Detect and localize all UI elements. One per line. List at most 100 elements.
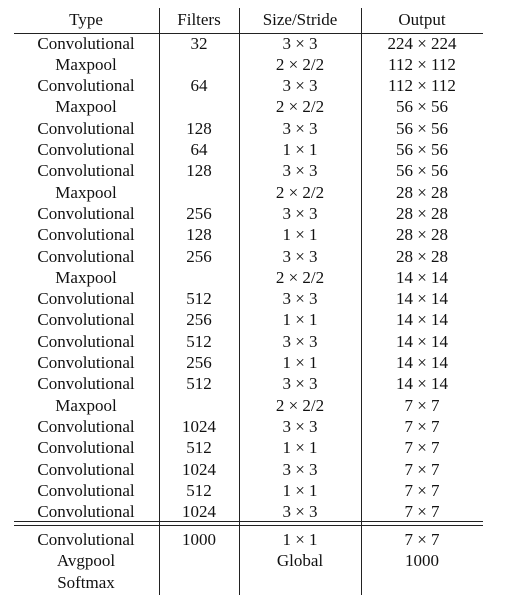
cell-type: Convolutional [37,76,135,96]
cell-size-stride: 1 × 1 [282,530,318,549]
cell-size-stride: 2 × 2/2 [275,97,325,117]
cell-size-stride: 3 × 3 [282,416,318,436]
cell-filters: 1024 [182,502,216,522]
cell-size-stride: 2 × 2/2 [275,395,325,415]
cell-filters: 32 [190,33,208,53]
cell-output: 7 × 7 [404,459,440,479]
cell-type: Convolutional [37,161,135,181]
cell-output: 14 × 14 [395,374,449,394]
cell-filters: 256 [186,246,212,266]
cell-size-stride: 3 × 3 [282,246,318,266]
header-rule [14,32,483,34]
cell-type: Convolutional [37,33,135,53]
cell-size-stride: 2 × 2/2 [275,182,325,202]
cell-type: Convolutional [37,331,135,351]
cell-filters: 512 [186,480,212,500]
cell-output: 56 × 56 [395,118,449,138]
cell-filters: 1024 [182,416,216,436]
cell-type: Convolutional [37,246,135,266]
section-rule-top [14,521,483,523]
cell-filters: 256 [186,203,212,223]
cell-filters [160,183,238,203]
cell-type: Convolutional [37,459,135,479]
cell-filters: 64 [190,76,208,96]
cell-output: 14 × 14 [395,331,449,351]
cell-filters: 512 [186,438,212,458]
cell-type: Convolutional [37,502,135,522]
cell-type: Convolutional [37,530,135,549]
cell-filters [160,268,238,288]
cell-type: Convolutional [37,118,135,138]
cell-filters [160,55,238,75]
cell-size-stride: 1 × 1 [282,140,318,159]
cell-type: Convolutional [37,140,135,159]
cell-size-stride: 3 × 3 [282,118,318,138]
cell-filters: 1024 [182,459,216,479]
cell-size-stride: 3 × 3 [282,33,318,53]
cell-filters: 512 [186,331,212,351]
cell-type: Convolutional [37,225,135,245]
cell-type: Softmax [57,572,115,592]
cell-filters: 256 [186,310,212,330]
cell-output: 28 × 28 [395,246,449,266]
column-divider [159,8,161,595]
cell-output: 7 × 7 [404,395,440,415]
cell-filters [160,551,238,571]
cell-type: Convolutional [37,203,135,223]
cell-type: Convolutional [37,310,135,330]
cell-size-stride: 1 × 1 [282,225,318,245]
cell-type: Convolutional [37,416,135,436]
cell-size-stride: 3 × 3 [282,459,318,479]
header-size-stride: Size/Stride [262,10,338,29]
cell-type: Maxpool [55,182,117,202]
cell-filters: 1000 [182,530,216,549]
cell-output: 28 × 28 [395,225,449,245]
cell-output: 14 × 14 [395,267,449,287]
cell-output: 56 × 56 [395,161,449,181]
cell-size-stride: 3 × 3 [282,374,318,394]
cell-size-stride: 1 × 1 [282,480,318,500]
cell-size-stride: 3 × 3 [282,331,318,351]
cell-type: Maxpool [55,54,117,74]
cell-output: 224 × 224 [387,33,457,53]
cell-size-stride: Global [276,551,324,571]
cell-filters [160,396,238,416]
cell-output: 14 × 14 [395,310,449,330]
cell-output [362,573,482,593]
cell-size-stride: 1 × 1 [282,353,318,372]
cell-type: Convolutional [37,289,135,309]
cell-type: Maxpool [55,97,117,117]
cell-filters: 512 [186,374,212,394]
cell-size-stride: 1 × 1 [282,438,318,458]
cell-output: 56 × 56 [395,140,449,159]
cell-filters: 128 [186,161,212,181]
cell-filters: 256 [186,353,212,372]
cell-output: 1000 [405,551,439,571]
cell-type: Convolutional [37,480,135,500]
cell-type: Convolutional [37,438,135,458]
cell-filters [160,97,238,117]
cell-output: 28 × 28 [395,203,449,223]
column-divider [361,8,363,595]
cell-output: 112 × 112 [388,76,456,96]
cell-size-stride: 2 × 2/2 [275,54,325,74]
cell-size-stride: 3 × 3 [282,502,318,522]
cell-output: 7 × 7 [404,438,440,458]
cell-output: 14 × 14 [395,353,449,372]
cell-type: Maxpool [55,395,117,415]
cell-size-stride: 3 × 3 [282,76,318,96]
cell-output: 7 × 7 [404,480,440,500]
cell-type: Convolutional [37,374,135,394]
cell-filters: 128 [186,118,212,138]
section-rule-bottom [14,525,483,527]
cell-output: 7 × 7 [404,416,440,436]
cell-size-stride: 2 × 2/2 [275,267,325,287]
cell-type: Avgpool [56,551,116,571]
cell-size-stride: 3 × 3 [282,161,318,181]
cell-output: 7 × 7 [404,502,440,522]
cell-output: 7 × 7 [404,530,440,549]
cell-output: 14 × 14 [395,289,449,309]
cell-output: 56 × 56 [395,97,449,117]
header-type: Type [69,10,103,29]
